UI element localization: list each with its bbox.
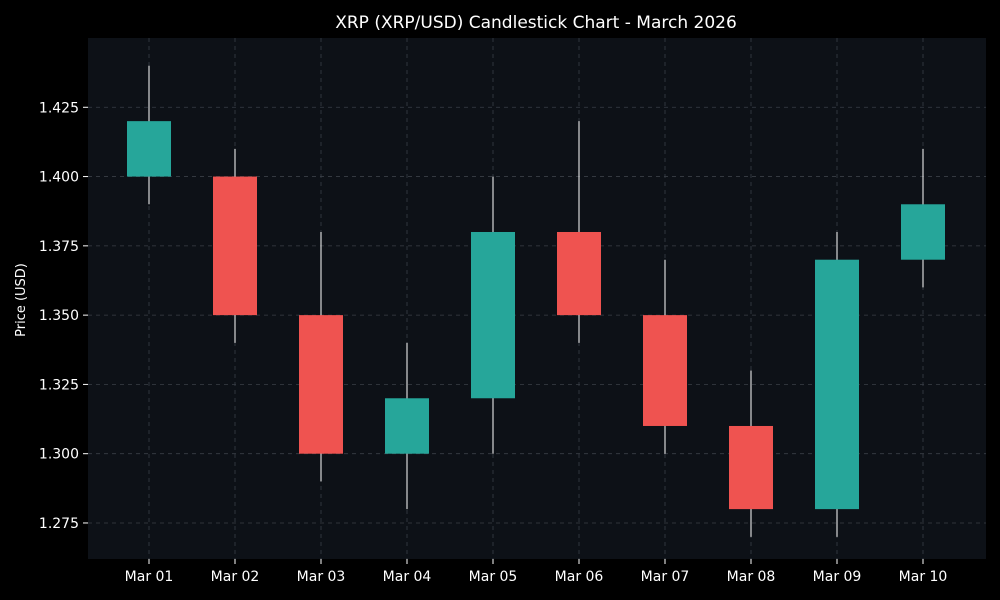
x-tick-label: Mar 03 — [297, 569, 346, 585]
candles — [127, 65, 945, 537]
y-tick-label: 1.325 — [39, 377, 79, 393]
y-tick-label: 1.275 — [39, 516, 79, 532]
x-tick-label: Mar 10 — [899, 569, 948, 585]
x-tick-label: Mar 08 — [727, 569, 776, 585]
y-tick-label: 1.375 — [39, 239, 79, 255]
candle — [643, 259, 687, 454]
candle — [557, 121, 601, 343]
x-tick-label: Mar 05 — [469, 569, 518, 585]
candle-body-up — [815, 259, 859, 510]
candle — [471, 176, 515, 454]
y-tick-label: 1.400 — [39, 170, 79, 186]
x-tick-label: Mar 07 — [641, 569, 690, 585]
candle-body-down — [299, 315, 343, 454]
candle-body-down — [729, 425, 773, 510]
x-tick-label: Mar 01 — [125, 569, 174, 585]
candle — [127, 65, 171, 205]
candle-body-down — [643, 315, 687, 426]
x-tick-label: Mar 09 — [813, 569, 862, 585]
x-tick-label: Mar 04 — [383, 569, 432, 585]
x-tick-label: Mar 02 — [211, 569, 260, 585]
y-tick-label: 1.300 — [39, 447, 79, 463]
x-tick-label: Mar 06 — [555, 569, 604, 585]
y-axis-label: Price (USD) — [14, 263, 29, 337]
candle-body-down — [557, 231, 601, 316]
y-axis: 1.275 1.300 1.325 1.350 1.375 1.400 1.425 — [39, 100, 88, 532]
candle — [213, 148, 257, 343]
candle-body-down — [213, 176, 257, 316]
y-tick-label: 1.350 — [39, 308, 79, 324]
candle-body-up — [471, 231, 515, 399]
candle-body-up — [127, 121, 171, 177]
y-tick-label: 1.425 — [39, 100, 79, 116]
chart-title: XRP (XRP/USD) Candlestick Chart - March … — [335, 13, 737, 33]
candle-body-up — [901, 204, 945, 260]
candle-body-up — [385, 398, 429, 454]
candle — [299, 231, 343, 482]
x-axis: Mar 01 Mar 02 Mar 03 Mar 04 Mar 05 Mar 06 Mar … — [125, 559, 948, 585]
candle — [901, 148, 945, 288]
candle — [815, 231, 859, 537]
candle — [385, 342, 429, 510]
candle — [729, 370, 773, 537]
